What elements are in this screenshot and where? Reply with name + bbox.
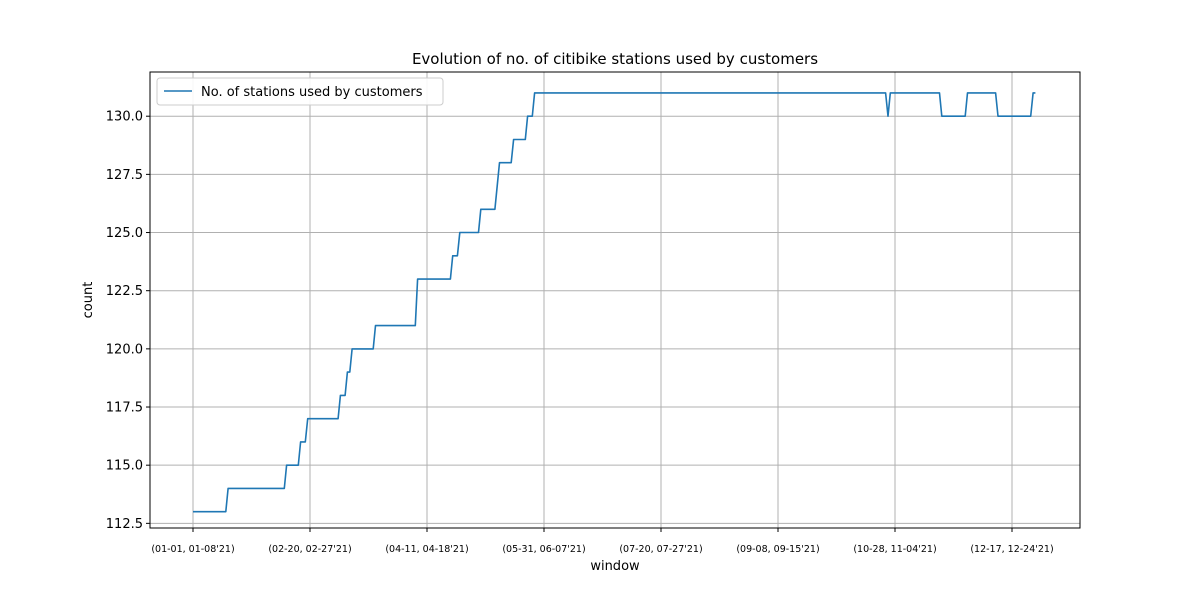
legend-box bbox=[156, 77, 444, 106]
x-tick-label: (10-28, 11-04'21) bbox=[853, 544, 936, 555]
y-tick-label: 117.5 bbox=[106, 401, 143, 416]
x-tick-label: (02-20, 02-27'21) bbox=[268, 544, 351, 555]
legend: No. of stations used by customers bbox=[156, 77, 444, 106]
y-tick-label: 122.5 bbox=[106, 284, 143, 299]
y-tick-label: 120.0 bbox=[106, 342, 143, 357]
y-tick-label: 127.5 bbox=[106, 168, 143, 183]
x-tick-label: (12-17, 12-24'21) bbox=[970, 544, 1053, 555]
x-tick-label: (05-31, 06-07'21) bbox=[502, 544, 585, 555]
x-axis-label: window bbox=[590, 559, 640, 574]
x-tick-label: (07-20, 07-27'21) bbox=[619, 544, 702, 555]
series-layer bbox=[193, 92, 1036, 513]
y-tick-label: 130.0 bbox=[106, 110, 143, 125]
x-tick-label: (04-11, 04-18'21) bbox=[385, 544, 468, 555]
x-tick-label: (09-08, 09-15'21) bbox=[736, 544, 819, 555]
y-tick-label: 112.5 bbox=[106, 517, 143, 532]
x-tick-label: (01-01, 01-08'21) bbox=[151, 544, 234, 555]
series-line bbox=[193, 92, 1036, 513]
y-axis: 112.5 115.0 117.5 120.0 122.5 125.0 127.5 130.0 bbox=[106, 110, 150, 532]
y-axis-label: count bbox=[81, 282, 96, 319]
chart-title: Evolution of no. of citibike stations us… bbox=[412, 50, 818, 68]
y-tick-label: 125.0 bbox=[106, 226, 143, 241]
plot-frame bbox=[149, 71, 1081, 529]
grid bbox=[150, 72, 1080, 528]
x-axis: (01-01, 01-08'21) (02-20, 02-27'21) (04-11… bbox=[151, 528, 1054, 555]
legend-label: No. of stations used by customers bbox=[201, 85, 423, 100]
y-tick-label: 115.0 bbox=[106, 459, 143, 474]
